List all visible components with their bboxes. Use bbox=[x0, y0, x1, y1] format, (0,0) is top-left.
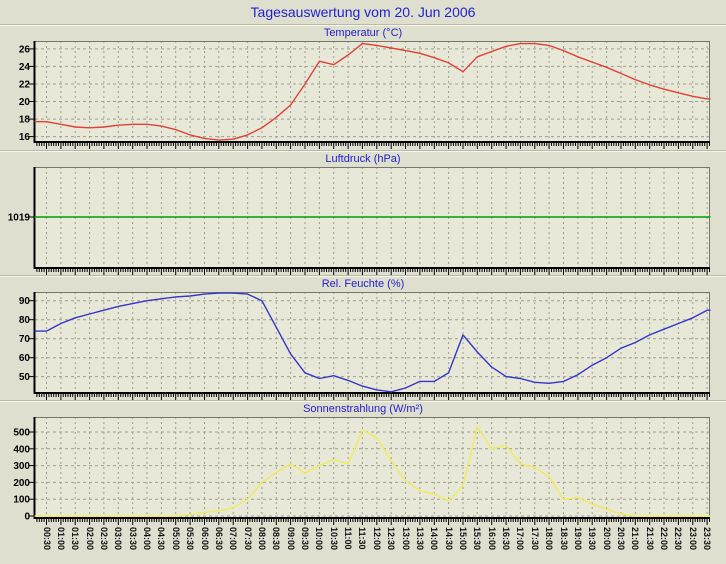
svg-text:26: 26 bbox=[19, 44, 31, 55]
page-title: Tagesauswertung vom 20. Jun 2006 bbox=[250, 4, 476, 20]
svg-text:18: 18 bbox=[19, 115, 31, 126]
svg-text:0: 0 bbox=[24, 512, 30, 523]
svg-text:80: 80 bbox=[19, 315, 31, 326]
time-axis-label: 15:30 bbox=[472, 527, 483, 551]
chart-title-solar-radiation: Sonnenstrahlung (W/m²) bbox=[303, 403, 423, 415]
solar-radiation-chart-plot: 0 100 200 300 400 500 bbox=[0, 417, 726, 527]
time-axis-label: 01:30 bbox=[70, 527, 81, 551]
time-axis-label: 20:30 bbox=[616, 527, 626, 551]
time-axis-label: 17:00 bbox=[515, 527, 526, 551]
pressure-chart-plot: 1019 bbox=[0, 167, 726, 277]
time-axis-label: 08:30 bbox=[271, 527, 282, 551]
svg-text:400: 400 bbox=[13, 444, 30, 455]
temperature-chart-plot: 16 18 20 22 24 26 bbox=[0, 41, 726, 151]
time-axis-label: 23:00 bbox=[687, 527, 698, 551]
time-axis-label: 22:30 bbox=[673, 527, 684, 551]
time-axis-label: 11:30 bbox=[357, 527, 368, 550]
time-axis-label: 13:30 bbox=[414, 527, 425, 551]
time-axis-label: 23:30 bbox=[702, 527, 713, 551]
time-axis-label: 15:00 bbox=[458, 527, 468, 551]
time-axis-label: 20:00 bbox=[601, 527, 612, 551]
time-axis-label: 12:30 bbox=[386, 527, 397, 551]
time-axis-label: 00:30 bbox=[41, 527, 52, 551]
time-axis-label: 05:30 bbox=[185, 527, 196, 551]
time-axis-label: 17:30 bbox=[529, 527, 540, 551]
time-axis-label: 18:30 bbox=[558, 527, 569, 551]
time-axis-label: 07:30 bbox=[242, 527, 253, 551]
divider bbox=[0, 24, 726, 26]
svg-text:22: 22 bbox=[19, 80, 31, 91]
svg-text:16: 16 bbox=[19, 132, 31, 143]
svg-text:20: 20 bbox=[19, 97, 31, 108]
time-axis-label: 10:00 bbox=[314, 527, 325, 551]
time-axis-label: 09:00 bbox=[285, 527, 296, 551]
time-axis-label: 16:30 bbox=[501, 527, 512, 551]
time-axis-label: 22:00 bbox=[659, 527, 669, 551]
time-axis-label: 14:30 bbox=[443, 527, 454, 551]
time-axis-label: 01:00 bbox=[55, 527, 66, 551]
time-axis-label: 02:00 bbox=[84, 527, 95, 551]
svg-text:70: 70 bbox=[19, 334, 31, 345]
time-axis-label: 14:00 bbox=[429, 527, 440, 551]
svg-text:200: 200 bbox=[13, 478, 30, 489]
time-axis-label: 16:00 bbox=[486, 527, 497, 551]
svg-text:100: 100 bbox=[13, 495, 30, 506]
svg-text:1019: 1019 bbox=[8, 213, 31, 224]
time-axis-label: 13:00 bbox=[400, 527, 411, 551]
svg-text:300: 300 bbox=[13, 461, 30, 472]
time-axis-label: 03:00 bbox=[113, 527, 124, 551]
time-axis-label: 06:30 bbox=[213, 527, 224, 551]
chart-title-temperature: Temperatur (°C) bbox=[323, 27, 403, 39]
svg-text:50: 50 bbox=[19, 372, 31, 383]
time-axis-label: 04:30 bbox=[156, 527, 167, 551]
divider bbox=[0, 150, 726, 152]
time-axis-label: 05:00 bbox=[170, 527, 181, 551]
time-axis-label: 09:30 bbox=[300, 527, 310, 551]
humidity-chart-plot: 50 60 70 80 90 bbox=[0, 292, 726, 402]
time-axis-label: 21:30 bbox=[644, 527, 655, 551]
time-axis-label: 02:30 bbox=[98, 527, 109, 551]
time-axis-label: 18:00 bbox=[544, 527, 555, 551]
time-axis-label: 08:00 bbox=[256, 527, 267, 551]
time-axis-label: 10:30 bbox=[328, 527, 339, 551]
chart-title-pressure: Luftdruck (hPa) bbox=[325, 153, 401, 165]
time-axis-label: 11:00 bbox=[343, 527, 354, 550]
svg-text:60: 60 bbox=[19, 353, 31, 364]
svg-text:500: 500 bbox=[13, 428, 30, 439]
svg-text:24: 24 bbox=[19, 62, 31, 73]
time-axis-label: 03:30 bbox=[127, 527, 138, 551]
time-axis-label: 06:00 bbox=[199, 527, 210, 551]
divider bbox=[0, 275, 726, 277]
time-axis-label: 19:00 bbox=[572, 527, 583, 551]
time-axis-label: 07:00 bbox=[228, 527, 239, 551]
chart-title-humidity: Rel. Feuchte (%) bbox=[321, 278, 405, 290]
time-axis-labels: 00:30 01:00 01:30 02:00 02:30 03:00 03:30 04:00… bbox=[0, 527, 726, 563]
time-axis-label: 12:00 bbox=[371, 527, 382, 551]
time-axis-label: 04:00 bbox=[142, 527, 152, 551]
svg-text:90: 90 bbox=[19, 296, 31, 307]
time-axis-label: 19:30 bbox=[587, 527, 598, 551]
divider bbox=[0, 400, 726, 402]
time-axis-label: 21:00 bbox=[630, 527, 641, 551]
